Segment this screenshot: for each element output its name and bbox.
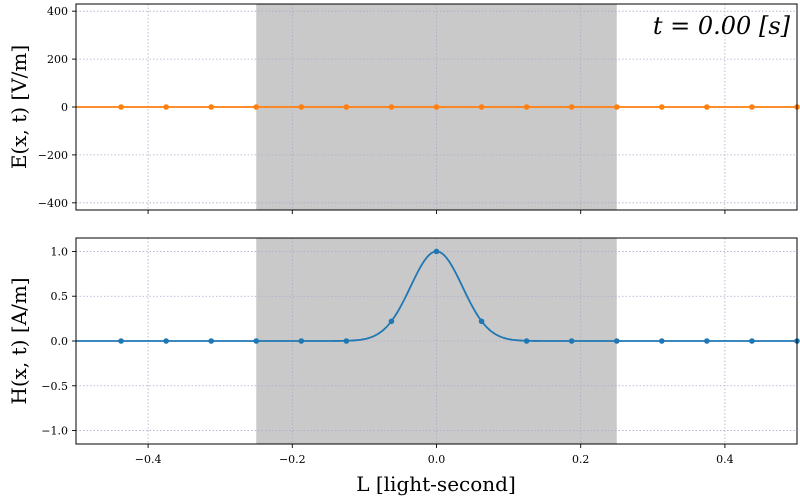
h-x-tick-label: −0.4 <box>135 453 162 466</box>
e-data-point <box>253 104 260 110</box>
e-data-point <box>568 104 575 110</box>
h-data-point <box>433 248 440 255</box>
e-data-point <box>388 104 395 110</box>
h-y-axis-label: H(x, t) [A/m] <box>7 277 31 404</box>
e-data-point <box>343 104 350 110</box>
h-x-tick-label: 0.2 <box>572 453 590 466</box>
e-data-point <box>298 104 305 110</box>
h-y-tick-label: −1.0 <box>41 425 68 438</box>
h-x-tick-label: 0.4 <box>716 453 734 466</box>
e-data-point <box>749 104 755 110</box>
h-data-point <box>118 338 124 344</box>
h-x-tick-label: −0.2 <box>279 453 306 466</box>
h-data-point <box>253 338 260 344</box>
h-data-point <box>749 338 755 344</box>
e-y-tick-label: −400 <box>38 197 68 210</box>
magnetic-field-panel: −1.0 −0.5 0.0 0.5 1.0 −0.4 −0.2 0.0 0.2 0.4 <box>41 237 800 466</box>
e-y-tick-label: 0 <box>61 101 68 114</box>
h-data-point <box>659 338 665 344</box>
h-data-point <box>613 338 620 344</box>
h-y-tick-label: 1.0 <box>51 245 69 258</box>
h-y-tick-label: 0.0 <box>51 335 69 348</box>
h-y-tick-label: 0.5 <box>51 290 69 303</box>
e-data-point <box>118 104 124 110</box>
h-data-point <box>208 338 214 344</box>
e-data-point <box>433 104 440 110</box>
electric-field-panel: −400 −200 0 200 400 <box>38 3 800 214</box>
h-data-point <box>298 338 305 344</box>
h-data-point <box>478 318 485 325</box>
time-label: t = 0.00 [s] <box>653 12 791 40</box>
e-data-point <box>478 104 485 110</box>
e-y-tick-label: 400 <box>47 5 68 18</box>
h-data-point <box>568 338 575 344</box>
e-data-point <box>208 104 214 110</box>
h-x-tick-label: 0.0 <box>428 453 446 466</box>
e-data-point <box>704 104 710 110</box>
e-data-point <box>523 104 530 110</box>
h-data-point <box>388 318 395 325</box>
e-y-tick-label: 200 <box>47 53 68 66</box>
h-data-point <box>163 338 169 344</box>
e-data-point <box>163 104 169 110</box>
h-data-point <box>343 338 350 344</box>
e-y-axis-label: E(x, t) [V/m] <box>7 45 31 169</box>
h-y-tick-label: −0.5 <box>41 380 68 393</box>
x-axis-label: L [light-second] <box>356 472 516 496</box>
e-data-point <box>659 104 665 110</box>
h-data-point <box>523 338 530 344</box>
h-data-point <box>704 338 710 344</box>
e-data-point <box>613 104 620 110</box>
e-y-tick-label: −200 <box>38 149 68 162</box>
